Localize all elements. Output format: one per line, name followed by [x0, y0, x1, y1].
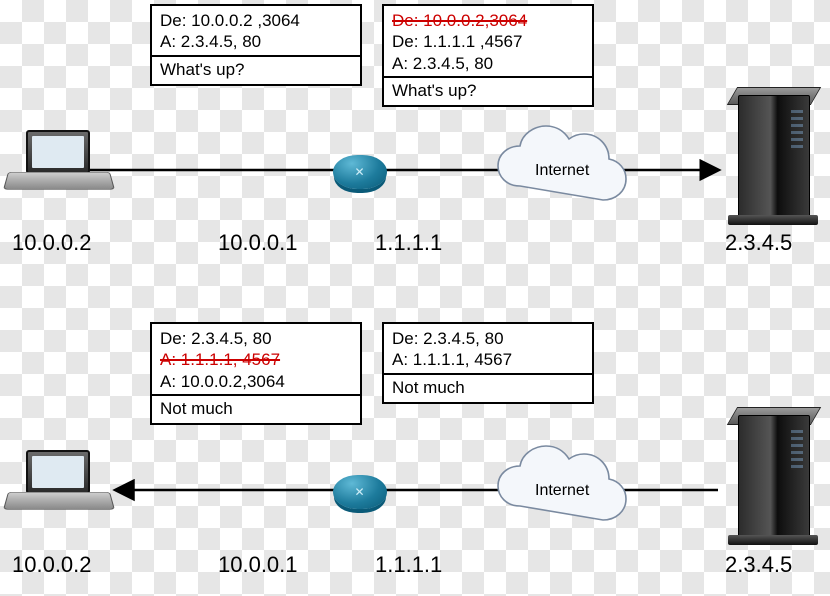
packet-header-line: A: 10.0.0.2,3064 — [160, 371, 352, 392]
packet-body: Not much — [384, 373, 592, 402]
ip-label: 2.3.4.5 — [725, 552, 792, 578]
router-icon: ✕ — [333, 475, 387, 509]
packet-header: De: 10.0.0.2,3064De: 1.1.1.1 ,4567A: 2.3… — [384, 6, 592, 76]
packet-header-line: A: 1.1.1.1, 4567 — [392, 349, 584, 370]
packet-header: De: 10.0.0.2 ,3064A: 2.3.4.5, 80 — [152, 6, 360, 55]
packet-header-line: De: 2.3.4.5, 80 — [160, 328, 352, 349]
packet-header-line: A: 2.3.4.5, 80 — [392, 53, 584, 74]
cloud-label: Internet — [535, 162, 589, 180]
ip-label: 1.1.1.1 — [375, 230, 442, 256]
server-icon — [728, 95, 818, 225]
ip-label: 10.0.0.1 — [218, 230, 298, 256]
packet-header-line: De: 10.0.0.2,3064 — [392, 10, 584, 31]
packet-box: De: 10.0.0.2,3064De: 1.1.1.1 ,4567A: 2.3… — [382, 4, 594, 107]
laptop-icon — [8, 450, 108, 525]
ip-label: 10.0.0.1 — [218, 552, 298, 578]
router-icon: ✕ — [333, 155, 387, 189]
packet-box: De: 2.3.4.5, 80A: 1.1.1.1, 4567Not much — [382, 322, 594, 404]
packet-header: De: 2.3.4.5, 80A: 1.1.1.1, 4567 — [384, 324, 592, 373]
ip-label: 10.0.0.2 — [12, 230, 92, 256]
packet-body: What's up? — [384, 76, 592, 105]
ip-label: 2.3.4.5 — [725, 230, 792, 256]
cloud-label: Internet — [535, 482, 589, 500]
packet-box: De: 2.3.4.5, 80A: 1.1.1.1, 4567A: 10.0.0… — [150, 322, 362, 425]
server-icon — [728, 415, 818, 545]
packet-body: Not much — [152, 394, 360, 423]
packet-header-line: A: 2.3.4.5, 80 — [160, 31, 352, 52]
packet-header-line: De: 2.3.4.5, 80 — [392, 328, 584, 349]
packet-header-line: A: 1.1.1.1, 4567 — [160, 349, 352, 370]
ip-label: 1.1.1.1 — [375, 552, 442, 578]
diagram-stage: Internet✕De: 10.0.0.2 ,3064A: 2.3.4.5, 8… — [0, 0, 830, 596]
packet-header-line: De: 10.0.0.2 ,3064 — [160, 10, 352, 31]
packet-body: What's up? — [152, 55, 360, 84]
packet-header-line: De: 1.1.1.1 ,4567 — [392, 31, 584, 52]
laptop-icon — [8, 130, 108, 205]
ip-label: 10.0.0.2 — [12, 552, 92, 578]
packet-box: De: 10.0.0.2 ,3064A: 2.3.4.5, 80What's u… — [150, 4, 362, 86]
packet-header: De: 2.3.4.5, 80A: 1.1.1.1, 4567A: 10.0.0… — [152, 324, 360, 394]
